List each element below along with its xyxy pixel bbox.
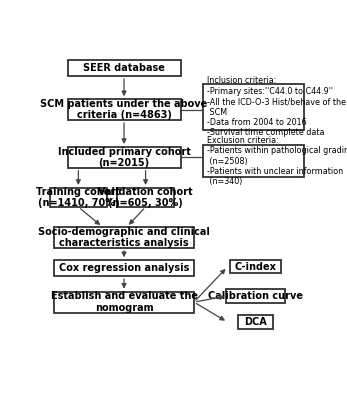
Text: SEER database: SEER database [83,63,165,73]
FancyBboxPatch shape [117,188,174,207]
FancyBboxPatch shape [68,147,180,168]
Text: Exclusion criteria:
-Patients within pathological grading
 (n=2508)
-Patients wi: Exclusion criteria: -Patients within pat… [206,136,347,186]
FancyBboxPatch shape [203,84,304,130]
FancyBboxPatch shape [226,289,285,303]
FancyBboxPatch shape [230,260,281,274]
Text: Inclusion criteria:
-Primary sites:''C44.0 to C44.9''
-All the ICD-O-3 Hist/beha: Inclusion criteria: -Primary sites:''C44… [206,76,346,137]
FancyBboxPatch shape [68,60,180,76]
FancyBboxPatch shape [54,292,194,312]
Text: DCA: DCA [244,317,267,327]
Text: SCM patients under the above
criteria (n=4863): SCM patients under the above criteria (n… [41,99,208,120]
FancyBboxPatch shape [238,315,273,329]
Text: Validation cohort
(n=605, 30%): Validation cohort (n=605, 30%) [98,186,193,208]
Text: Training cohort
(n=1410, 70%): Training cohort (n=1410, 70%) [36,186,120,208]
Text: C-index: C-index [235,262,277,272]
FancyBboxPatch shape [68,99,180,120]
Text: Calibration curve: Calibration curve [208,291,303,301]
Text: Cox regression analysis: Cox regression analysis [59,263,189,273]
Text: Socio-demographic and clinical
characteristics analysis: Socio-demographic and clinical character… [38,227,210,248]
Text: Establish and evaluate the
nomogram: Establish and evaluate the nomogram [51,291,197,313]
FancyBboxPatch shape [54,227,194,248]
FancyBboxPatch shape [50,188,107,207]
FancyBboxPatch shape [54,260,194,276]
FancyBboxPatch shape [203,145,304,177]
Text: Included primary cohort
(n=2015): Included primary cohort (n=2015) [58,146,191,168]
